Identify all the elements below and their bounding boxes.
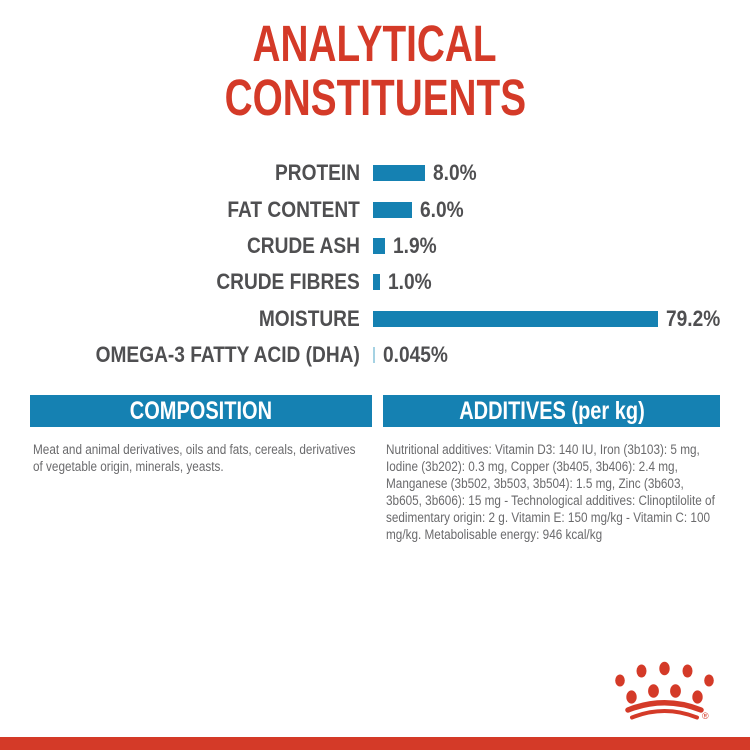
chart-row: CRUDE ASH 1.9%: [0, 228, 750, 264]
chart-category-label: FAT CONTENT: [227, 196, 360, 222]
footer-red-bar: [0, 737, 750, 750]
crown-icon: ®: [615, 661, 714, 721]
chart-value-label: 1.0%: [388, 269, 432, 295]
chart-category-label: CRUDE ASH: [247, 232, 360, 258]
chart-row: PROTEIN 8.0%: [0, 155, 750, 191]
additives-text: Nutritional additives: Vitamin D3: 140 I…: [386, 442, 715, 542]
info-columns: COMPOSITION Meat and animal derivatives,…: [30, 395, 720, 543]
chart-bar: [373, 201, 412, 218]
chart-bar: [373, 237, 385, 254]
registered-trademark-icon: ®: [702, 711, 709, 720]
additives-header: ADDITIVES (per kg): [383, 395, 720, 427]
chart-bar: [373, 310, 658, 327]
chart-value-label: 8.0%: [433, 160, 477, 186]
composition-section: COMPOSITION Meat and animal derivatives,…: [30, 395, 372, 543]
chart-category-label: MOISTURE: [259, 305, 360, 331]
chart-row: MOISTURE 79.2%: [0, 301, 750, 337]
chart-category-label: OMEGA-3 FATTY ACID (DHA): [95, 342, 360, 368]
chart-category-label: PROTEIN: [274, 160, 360, 186]
chart-value-label: 6.0%: [420, 196, 464, 222]
chart-value-label: 79.2%: [666, 305, 721, 331]
composition-header-label: COMPOSITION: [129, 396, 273, 425]
chart-row: OMEGA-3 FATTY ACID (DHA) 0.045%: [0, 337, 750, 373]
additives-section: ADDITIVES (per kg) Nutritional additives…: [383, 395, 720, 543]
page-title-line2: CONSTITUENTS: [224, 69, 526, 126]
chart-row: FAT CONTENT 6.0%: [0, 191, 750, 227]
chart-value-label: 0.045%: [383, 342, 448, 368]
chart-bar: [373, 274, 380, 291]
chart-bar: [373, 347, 375, 364]
analytical-constituents-chart: PROTEIN 8.0% FAT CONTENT 6.0% CRUDE ASH 1.9% C…: [0, 155, 750, 373]
chart-row: CRUDE FIBRES 1.0%: [0, 264, 750, 300]
chart-bar: [373, 165, 425, 182]
page-title: ANALYTICAL CONSTITUENTS: [0, 17, 750, 125]
royal-canin-crown-logo: ®: [612, 660, 718, 721]
page-title-line1: ANALYTICAL: [252, 15, 498, 72]
composition-text: Meat and animal derivatives, oils and fa…: [33, 442, 356, 474]
composition-header: COMPOSITION: [30, 395, 372, 427]
additives-header-label: ADDITIVES (per kg): [458, 396, 645, 425]
chart-value-label: 1.9%: [393, 232, 437, 258]
chart-category-label: CRUDE FIBRES: [216, 269, 360, 295]
